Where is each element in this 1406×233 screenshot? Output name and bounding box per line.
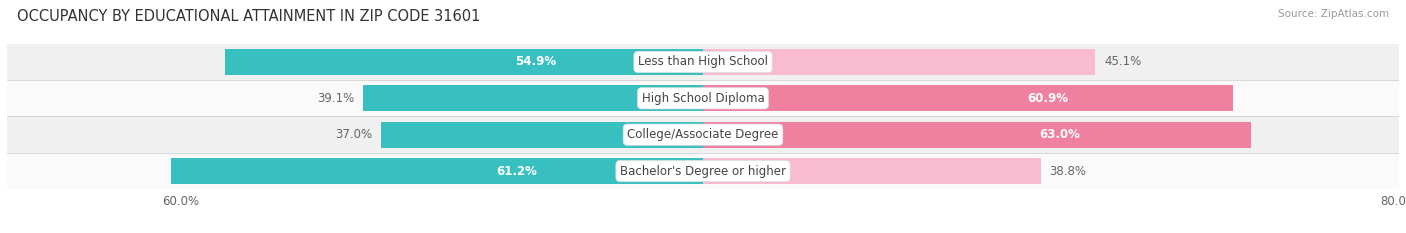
Text: 54.9%: 54.9% [515,55,557,69]
Text: Bachelor's Degree or higher: Bachelor's Degree or higher [620,164,786,178]
Bar [225,49,703,75]
Bar [7,44,1399,80]
Text: 63.0%: 63.0% [1039,128,1080,141]
Bar [703,85,1233,111]
Bar [703,122,1251,148]
Bar [7,153,1399,189]
Text: College/Associate Degree: College/Associate Degree [627,128,779,141]
Text: 61.2%: 61.2% [496,164,537,178]
Bar [381,122,703,148]
Text: 39.1%: 39.1% [316,92,354,105]
Text: OCCUPANCY BY EDUCATIONAL ATTAINMENT IN ZIP CODE 31601: OCCUPANCY BY EDUCATIONAL ATTAINMENT IN Z… [17,9,481,24]
Text: 38.8%: 38.8% [1049,164,1087,178]
Text: 37.0%: 37.0% [335,128,373,141]
Bar [703,49,1095,75]
Text: Source: ZipAtlas.com: Source: ZipAtlas.com [1278,9,1389,19]
Bar [363,85,703,111]
Text: 45.1%: 45.1% [1104,55,1142,69]
Text: 60.9%: 60.9% [1026,92,1069,105]
Bar [703,158,1040,184]
Bar [7,80,1399,116]
Text: High School Diploma: High School Diploma [641,92,765,105]
Text: Less than High School: Less than High School [638,55,768,69]
Bar [7,116,1399,153]
Bar [170,158,703,184]
